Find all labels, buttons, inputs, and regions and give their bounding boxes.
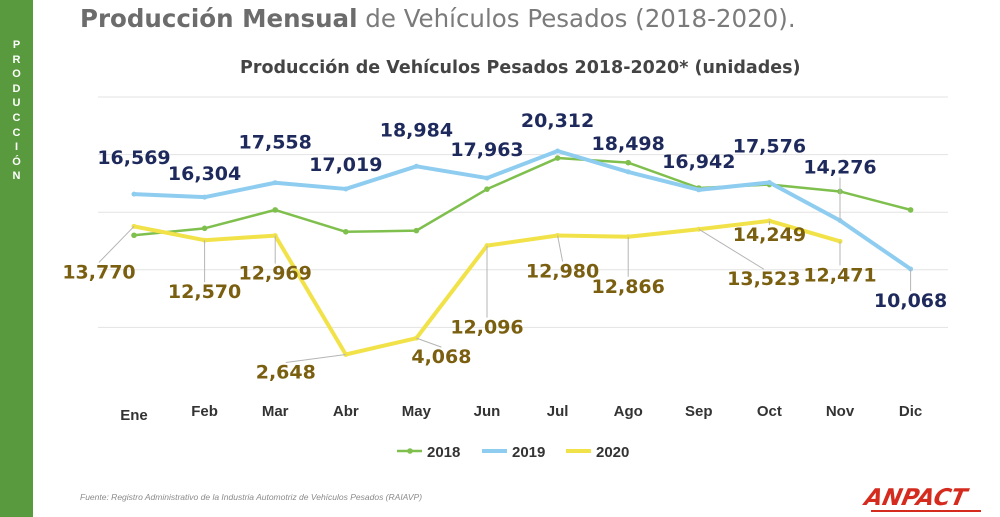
data-label-2019: 10,068 (874, 290, 947, 312)
data-point-2019 (625, 169, 631, 175)
x-tick-label: Ene (120, 407, 148, 424)
x-tick-label: May (402, 403, 432, 420)
logo-text: ANPACT (862, 485, 970, 511)
x-tick-label: Sep (685, 403, 713, 420)
legend-label-2020: 2020 (596, 444, 629, 461)
headline-rest: de Vehículos Pesados (2018-2020). (357, 4, 796, 33)
data-point-2018 (625, 159, 631, 166)
data-label-2020: 12,866 (592, 276, 665, 298)
data-label-2020: 12,570 (168, 281, 241, 303)
data-label-2020: 13,523 (727, 268, 800, 290)
data-label-2020: 12,096 (450, 317, 523, 339)
sidebar-letter: O (12, 68, 21, 81)
data-point-2019 (484, 175, 490, 181)
data-point-2018 (554, 155, 561, 161)
data-label-2019: 16,942 (662, 151, 735, 173)
data-label-2020: 12,980 (526, 260, 599, 282)
data-point-2018 (201, 225, 208, 232)
data-label-2020: 2,648 (256, 361, 316, 383)
sidebar-letter: C (12, 126, 21, 139)
x-tick-label: Mar (262, 403, 289, 420)
data-label-leader (98, 226, 135, 263)
series-line-2018 (132, 156, 912, 237)
data-label-2019: 20,312 (521, 110, 594, 132)
data-point-2019 (696, 187, 702, 193)
sidebar-letter: U (12, 97, 21, 110)
headline-bold: Producción Mensual (80, 4, 358, 33)
x-tick-label: Abr (333, 403, 359, 420)
data-label-2019: 16,569 (97, 147, 170, 169)
data-label-2019: 14,276 (803, 157, 876, 179)
anpact-logo: ANPACT (862, 485, 985, 512)
data-label-2019: 17,558 (239, 132, 312, 154)
data-point-2019 (413, 163, 419, 169)
data-label-2019: 17,019 (309, 154, 382, 176)
page-headline: Producción Mensual de Vehículos Pesados … (80, 4, 796, 33)
sidebar-letter: R (12, 53, 21, 66)
data-point-2019 (272, 180, 278, 186)
x-tick-label: Dic (899, 403, 922, 420)
data-point-2018 (343, 228, 349, 235)
data-label-leader (557, 235, 564, 262)
chart-title: Producción de Vehículos Pesados 2018-202… (240, 58, 801, 78)
source-note: Fuente: Registro Administrativo de la In… (80, 492, 423, 502)
data-label-2020: 4,068 (411, 346, 471, 368)
x-tick-label: Ago (614, 403, 643, 420)
data-point-2019 (131, 191, 137, 197)
sidebar-letter: Ó (12, 155, 21, 168)
x-tick-label: Nov (826, 403, 855, 420)
data-label-2019: 18,984 (380, 119, 453, 141)
data-point-2019 (555, 148, 561, 154)
data-label-2019: 18,498 (592, 133, 665, 155)
x-tick-label: Jun (474, 403, 501, 420)
sidebar-letter: C (12, 111, 21, 124)
data-point-2019 (343, 186, 349, 192)
data-label-leader (285, 353, 346, 363)
data-label-2019: 17,963 (450, 139, 523, 161)
data-label-2020: 14,249 (733, 224, 806, 246)
data-point-2018 (484, 186, 490, 192)
data-label-2020: 13,770 (62, 261, 135, 283)
legend-label-2018: 2018 (427, 444, 460, 461)
data-label-2019: 16,304 (168, 163, 241, 185)
x-tick-label: Oct (757, 403, 782, 420)
data-label-leader (416, 337, 442, 348)
sidebar-letter: D (12, 82, 21, 95)
data-point-2019 (766, 180, 772, 186)
sidebar-letter: P (12, 39, 21, 51)
sidebar-letter: N (12, 170, 21, 183)
data-point-2018 (907, 207, 914, 213)
data-label-2020: 12,969 (239, 263, 312, 285)
data-point-2018 (272, 207, 279, 213)
data-point-2019 (202, 194, 208, 200)
legend-label-2019: 2019 (512, 444, 545, 461)
logo-underline (871, 510, 981, 512)
data-point-2018 (131, 232, 137, 239)
series-line-2019 (132, 149, 913, 272)
legend-marker-2018 (407, 448, 413, 454)
x-tick-label: Feb (191, 403, 218, 420)
data-point-2018 (413, 227, 420, 234)
data-label-2019: 17,576 (733, 136, 806, 158)
sidebar-letter: I (14, 141, 19, 154)
data-label-2020: 12,471 (803, 264, 876, 286)
data-label-leader (698, 228, 765, 270)
x-tick-label: Jul (547, 403, 569, 420)
